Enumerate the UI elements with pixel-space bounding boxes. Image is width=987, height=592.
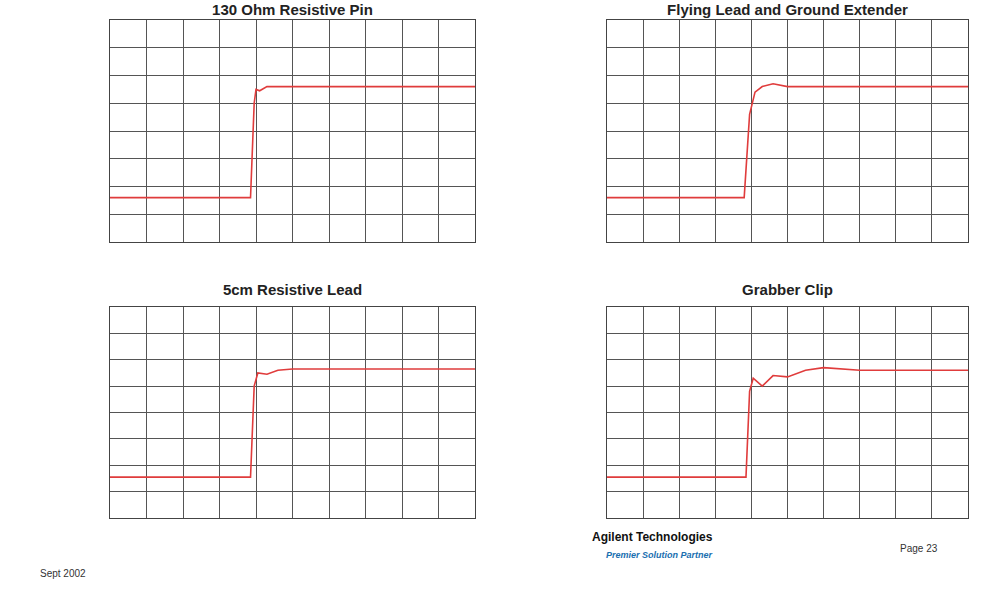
- html-text:Agilent Technologies: Agilent Technologies: [592, 530, 713, 544]
- html-text:Premier Solution Partner: Premier Solution Partner: [606, 550, 712, 560]
- svg-text:Grabber Clip: Grabber Clip: [742, 281, 833, 298]
- svg-text:130 Ohm Resistive Pin: 130 Ohm Resistive Pin: [212, 1, 373, 18]
- html-text:Page 23: Page 23: [900, 543, 938, 554]
- svg-text:5cm Resistive Lead: 5cm Resistive Lead: [223, 281, 362, 298]
- html-text:Sept 2002: Sept 2002: [40, 568, 86, 579]
- svg-text:Flying Lead and Ground Extende: Flying Lead and Ground Extender: [667, 1, 908, 18]
